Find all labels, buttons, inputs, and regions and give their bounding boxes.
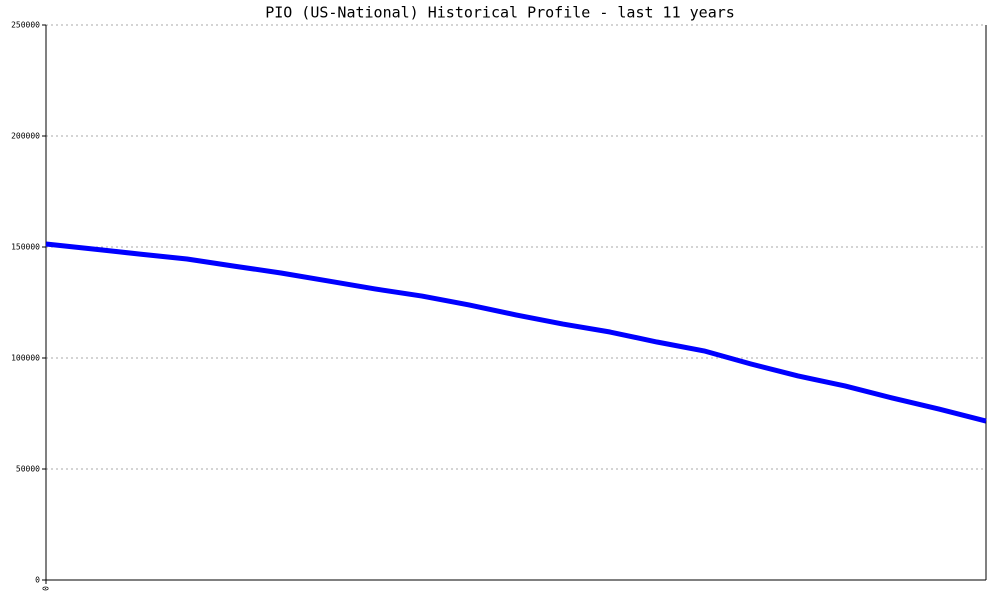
x-tick-label: 0 [42, 586, 51, 591]
data-line [45, 241, 987, 424]
y-tick-label: 100000 [11, 354, 40, 363]
y-tick-label: 250000 [11, 21, 40, 30]
y-tick-label: 0 [35, 576, 40, 585]
y-tick-label: 50000 [16, 465, 40, 474]
y-tick-label: 200000 [11, 132, 40, 141]
chart-title: PIO (US-National) Historical Profile - l… [265, 4, 735, 22]
y-tick-label: 150000 [11, 243, 40, 252]
